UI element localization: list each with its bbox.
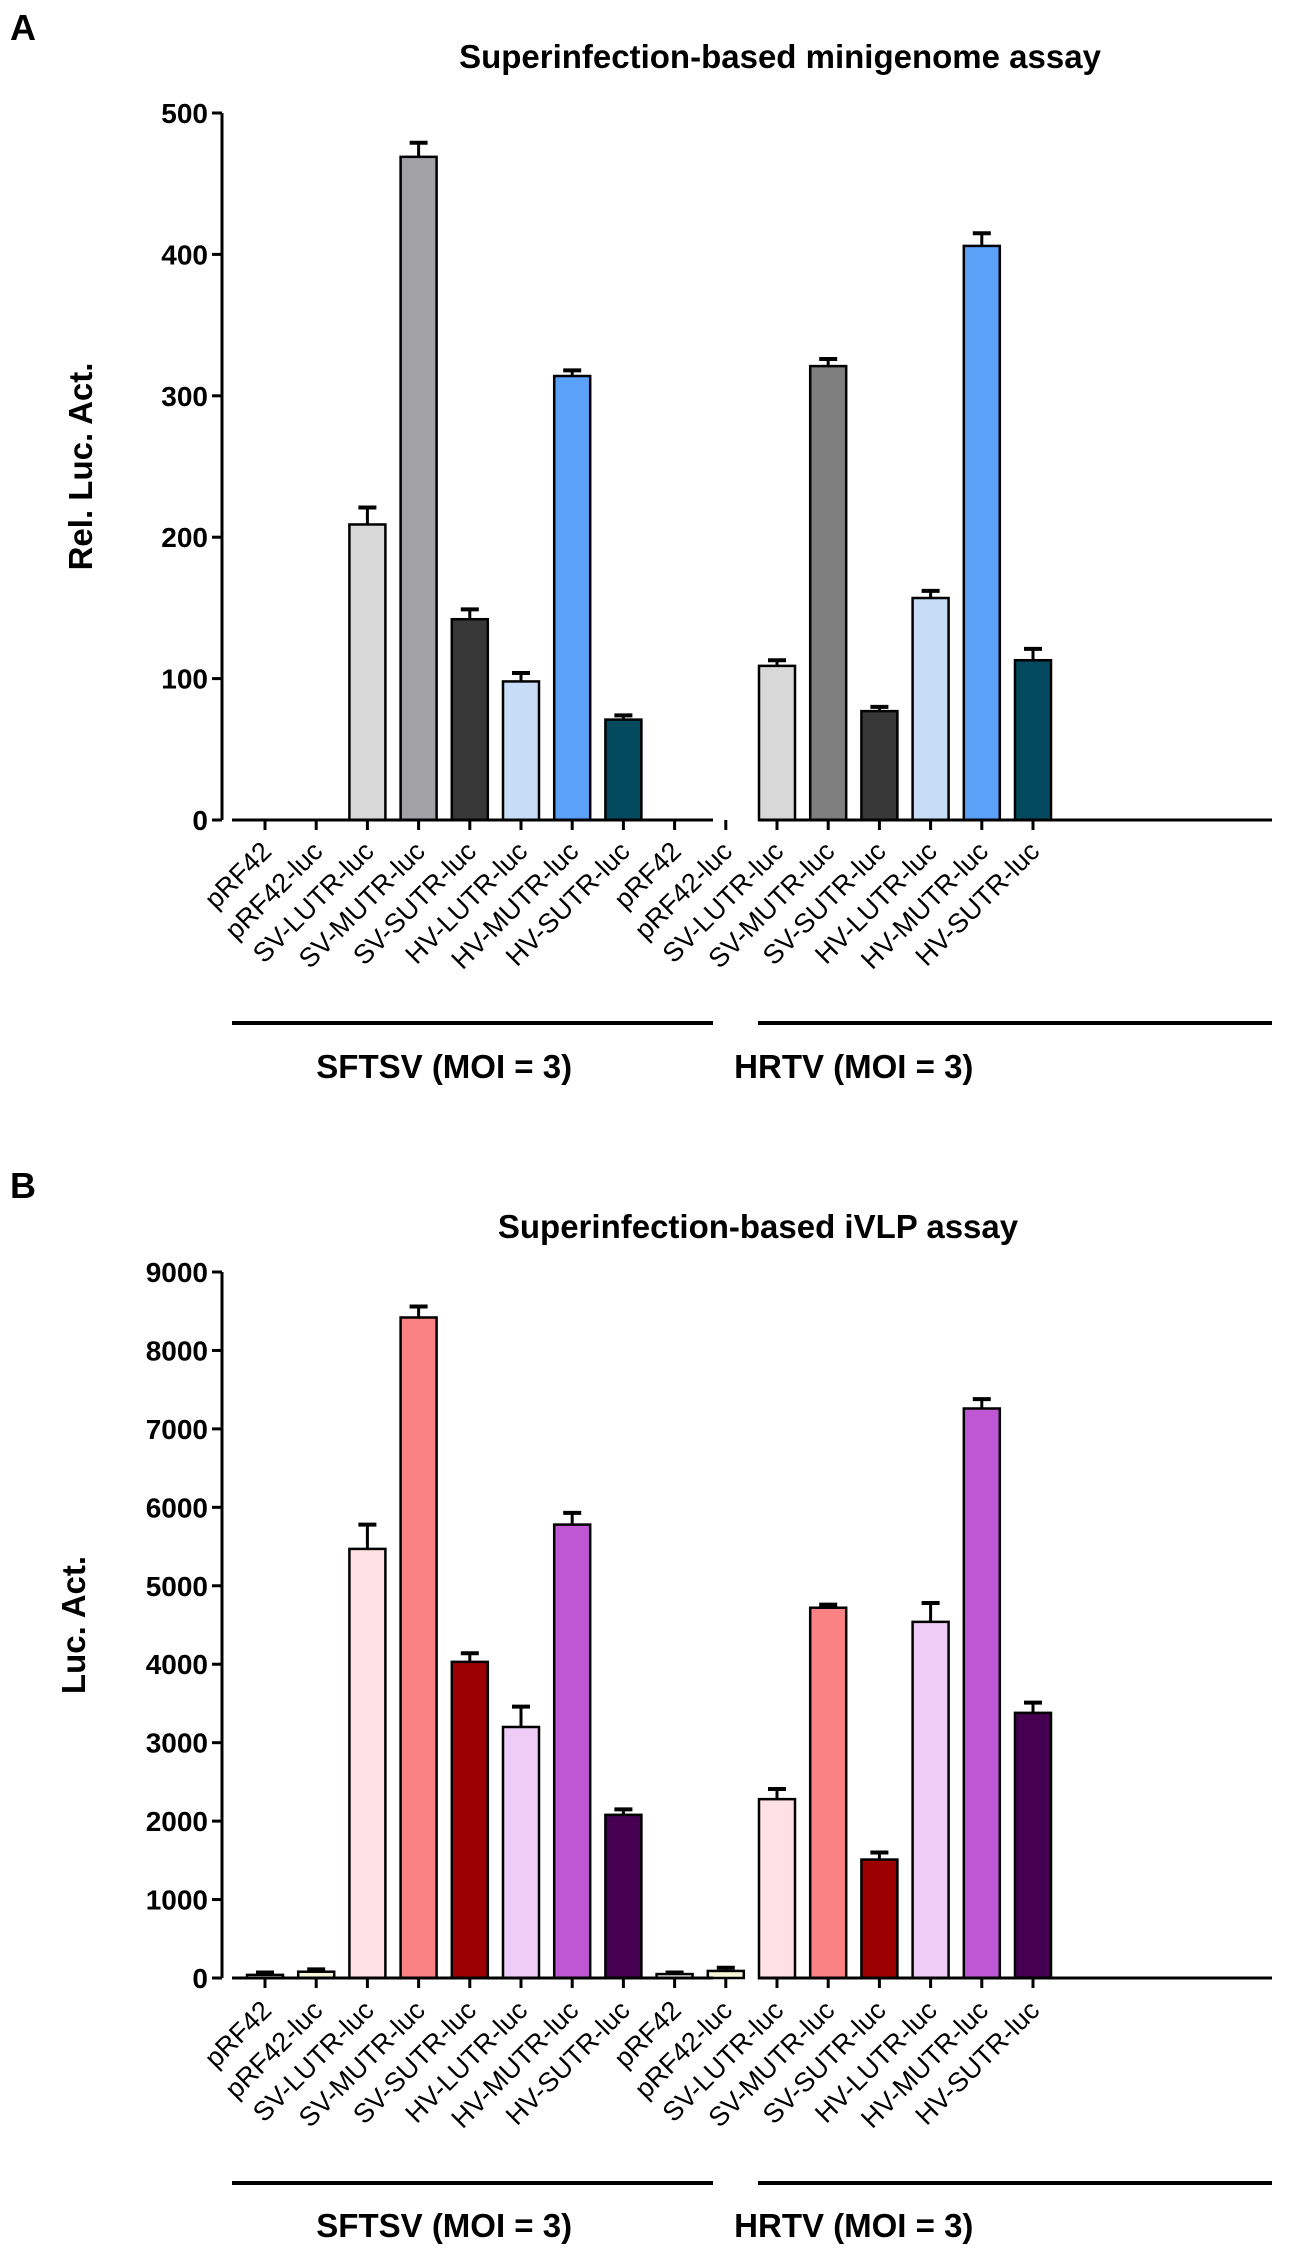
- bar: [911, 1620, 950, 1980]
- bar: [962, 1407, 1002, 1980]
- bar: [348, 523, 387, 822]
- y-tick-label: 100: [161, 664, 208, 695]
- y-tick-label: 0: [192, 805, 208, 836]
- bar: [911, 596, 950, 822]
- bar: [757, 1797, 797, 1980]
- bar: [808, 364, 848, 822]
- bar: [860, 709, 899, 822]
- y-axis-title: Luc. Act.: [55, 1556, 92, 1694]
- y-tick-label: 3000: [146, 1728, 208, 1759]
- chart-title: Superinfection-based iVLP assay: [498, 1208, 1019, 1245]
- y-tick-label: 300: [161, 381, 208, 412]
- y-tick-label: 4000: [146, 1649, 208, 1680]
- bar: [1013, 1711, 1053, 1980]
- bar: [706, 1969, 746, 1980]
- bar: [450, 1660, 490, 1980]
- bar: [1013, 658, 1053, 822]
- chart-panel-a: A Superinfection-based minigenome assay 0 1…: [10, 7, 1272, 1085]
- bar: [399, 155, 438, 822]
- y-tick-label: 0: [192, 1963, 208, 1994]
- bar: [604, 1813, 643, 1980]
- bar: [348, 1547, 387, 1980]
- y-tick-label: 200: [161, 522, 208, 553]
- chart-panel-b: B Superinfection-based iVLP assay 0 1000 200…: [10, 1165, 1272, 2244]
- bar: [962, 244, 1002, 822]
- bar: [501, 680, 541, 822]
- group-label: SFTSV (MOI = 3): [316, 2207, 572, 2244]
- panel-label: A: [10, 7, 36, 48]
- y-tick-label: 7000: [146, 1414, 208, 1445]
- group-label: HRTV (MOI = 3): [734, 1048, 973, 1085]
- y-tick-label: 500: [161, 98, 208, 129]
- y-tick-label: 1000: [146, 1885, 208, 1916]
- y-tick-label: 2000: [146, 1806, 208, 1837]
- group-label: HRTV (MOI = 3): [734, 2207, 973, 2244]
- bar: [552, 374, 592, 822]
- group-label: SFTSV (MOI = 3): [316, 1048, 572, 1085]
- y-tick-label: 9000: [146, 1257, 208, 1288]
- y-axis-title: Rel. Luc. Act.: [62, 363, 99, 571]
- chart-title: Superinfection-based minigenome assay: [459, 38, 1101, 75]
- y-tick-label: 8000: [146, 1335, 208, 1366]
- panel-label: B: [10, 1165, 36, 1206]
- bar: [501, 1725, 541, 1980]
- y-tick-label: 400: [161, 239, 208, 270]
- bar: [757, 664, 797, 822]
- bar: [552, 1523, 592, 1980]
- y-tick-label: 6000: [146, 1492, 208, 1523]
- y-tick-label: 5000: [146, 1571, 208, 1602]
- bar: [399, 1316, 438, 1980]
- bar: [604, 718, 643, 822]
- bar: [450, 617, 490, 822]
- bar: [860, 1858, 899, 1980]
- bar: [808, 1606, 848, 1980]
